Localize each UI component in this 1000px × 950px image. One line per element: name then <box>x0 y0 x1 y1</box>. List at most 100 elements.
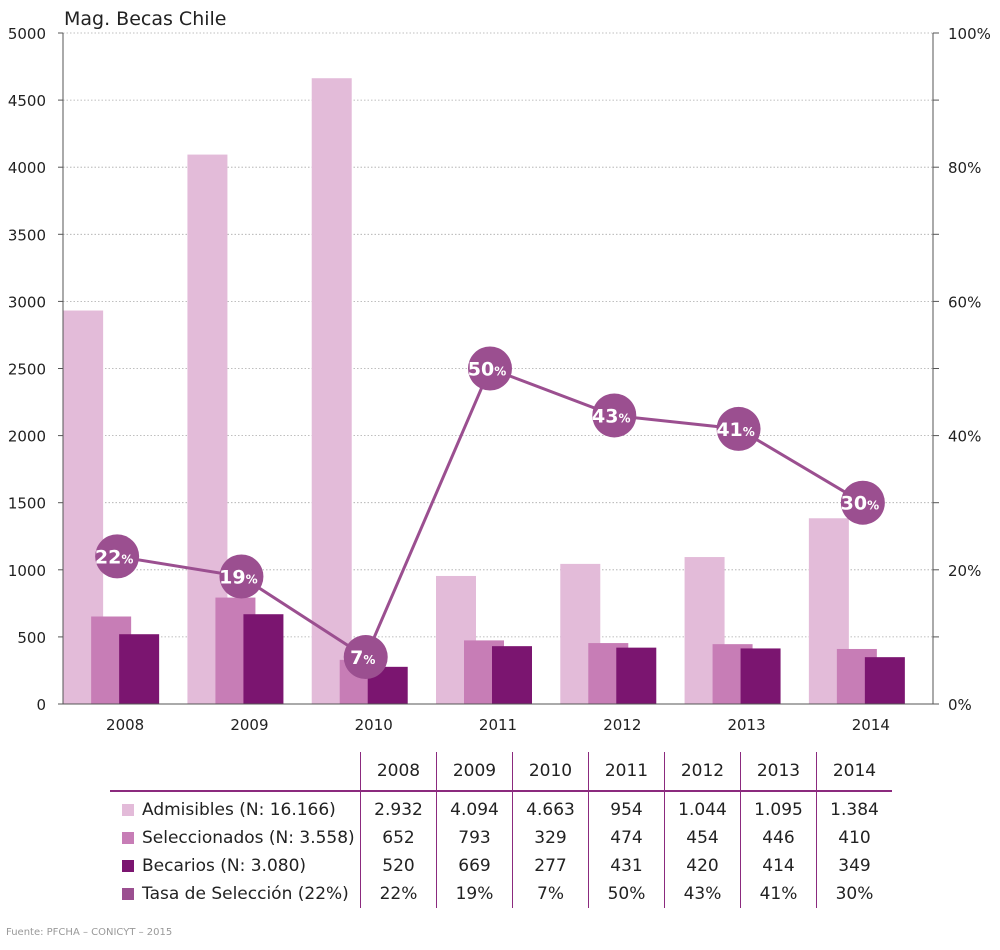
legend-label: Tasa de Selección (22%) <box>142 884 349 904</box>
table-row: Seleccionados (N: 3.558) 652 793 329 474 454 4… <box>110 824 892 852</box>
bar <box>616 647 657 704</box>
y-tick-label: 2000 <box>8 428 46 446</box>
chart-title: Mag. Becas Chile <box>64 8 227 30</box>
row-label: Becarios (N: 3.080) <box>110 852 361 880</box>
y-tick-label: 5000 <box>8 25 46 43</box>
legend-label: Admisibles (N: 16.166) <box>142 800 336 820</box>
table-cell: 474 <box>588 824 665 852</box>
rate-label: 50% <box>468 359 506 381</box>
table-header-blank <box>110 752 361 792</box>
rate-marker <box>219 554 264 599</box>
table-cell: 520 <box>360 852 437 880</box>
table-header-cell: 2012 <box>664 752 741 792</box>
x-tick-label: 2011 <box>479 716 517 734</box>
chart: 2008 2009 2010 2011 2012 2013 2014 0 500 1000 1500… <box>8 25 991 734</box>
legend-swatch <box>122 832 134 844</box>
table-cell: 652 <box>360 824 437 852</box>
table-cell: 420 <box>664 852 741 880</box>
x-tick-label: 2010 <box>355 716 393 734</box>
rate-marker <box>840 480 885 525</box>
legend-label: Becarios (N: 3.080) <box>142 856 307 876</box>
legend-swatch <box>122 804 134 816</box>
table-header-cell: 2011 <box>588 752 665 792</box>
table-header-cell: 2009 <box>436 752 513 792</box>
y-tick-label: 0 <box>36 696 46 714</box>
table-cell: 454 <box>664 824 741 852</box>
table-cell: 277 <box>512 852 589 880</box>
rate-marker <box>343 635 388 680</box>
table-cell: 1.044 <box>664 791 741 824</box>
row-label: Seleccionados (N: 3.558) <box>110 824 361 852</box>
source-note: Fuente: PFCHA – CONICYT – 2015 <box>6 927 173 938</box>
bar <box>311 78 352 704</box>
y-tick-label: 1000 <box>8 562 46 580</box>
rate-label: 22% <box>95 546 133 568</box>
rate-marker <box>716 406 761 451</box>
table-row: Becarios (N: 3.080) 520 669 277 431 420 414 349 <box>110 852 892 880</box>
table-cell: 431 <box>588 852 665 880</box>
table-header-row: 2008 2009 2010 2011 2012 2013 2014 <box>110 752 892 792</box>
table-cell: 50% <box>588 880 665 908</box>
bar <box>119 634 160 704</box>
rate-marker <box>592 393 637 438</box>
row-label: Admisibles (N: 16.166) <box>110 791 361 824</box>
x-tick-label: 2012 <box>603 716 641 734</box>
table-cell: 7% <box>512 880 589 908</box>
rate-label: 30% <box>841 493 879 515</box>
row-label: Tasa de Selección (22%) <box>110 880 361 908</box>
table-header-cell: 2008 <box>360 752 437 792</box>
table-cell: 446 <box>740 824 817 852</box>
y2-tick-label: 40% <box>948 428 981 446</box>
table-cell: 793 <box>436 824 513 852</box>
y-tick-label: 4000 <box>8 159 46 177</box>
table-cell: 4.094 <box>436 791 513 824</box>
rate-label: 7% <box>350 647 375 669</box>
table-cell: 22% <box>360 880 437 908</box>
y2-tick-label: 20% <box>948 562 981 580</box>
y2-tick-label: 0% <box>948 696 972 714</box>
y-tick-label: 3000 <box>8 293 46 311</box>
y-tick-label: 2500 <box>8 361 46 379</box>
x-tick-label: 2014 <box>852 716 890 734</box>
table-cell: 349 <box>816 852 892 880</box>
bar <box>492 646 532 704</box>
y-tick-label: 4500 <box>8 92 46 110</box>
table-cell: 4.663 <box>512 791 589 824</box>
table-row: Tasa de Selección (22%) 22% 19% 7% 50% 43% 41%… <box>110 880 892 908</box>
table-cell: 2.932 <box>360 791 437 824</box>
legend-label: Seleccionados (N: 3.558) <box>142 828 355 848</box>
x-tick-label: 2009 <box>230 716 268 734</box>
bar <box>243 614 284 704</box>
y2-tick-label: 80% <box>948 159 981 177</box>
table-header-cell: 2013 <box>740 752 817 792</box>
rate-label: 43% <box>592 405 630 427</box>
table-cell: 954 <box>588 791 665 824</box>
table-cell: 41% <box>740 880 817 908</box>
y2-tick-label: 100% <box>948 25 991 43</box>
bar <box>864 657 905 704</box>
legend-swatch <box>122 888 134 900</box>
rate-label: 41% <box>716 419 754 441</box>
table-row: Admisibles (N: 16.166) 2.932 4.094 4.663 954… <box>110 791 892 824</box>
table-cell: 669 <box>436 852 513 880</box>
table-cell: 414 <box>740 852 817 880</box>
y-tick-label: 500 <box>17 629 46 647</box>
y-tick-label: 1500 <box>8 495 46 513</box>
table-cell: 329 <box>512 824 589 852</box>
table-cell: 43% <box>664 880 741 908</box>
legend-swatch <box>122 860 134 872</box>
table-cell: 410 <box>816 824 892 852</box>
table-header-cell: 2010 <box>512 752 589 792</box>
rate-marker <box>95 534 140 579</box>
data-table: 2008 2009 2010 2011 2012 2013 2014 Admis… <box>110 752 892 908</box>
table-cell: 19% <box>436 880 513 908</box>
x-tick-label: 2008 <box>106 716 144 734</box>
table-header-cell: 2014 <box>816 752 892 792</box>
y-tick-label: 3500 <box>8 226 46 244</box>
bar <box>740 648 781 704</box>
table-cell: 1.095 <box>740 791 817 824</box>
y2-tick-label: 60% <box>948 293 981 311</box>
x-tick-label: 2013 <box>727 716 765 734</box>
table-cell: 1.384 <box>816 791 892 824</box>
table-cell: 30% <box>816 880 892 908</box>
